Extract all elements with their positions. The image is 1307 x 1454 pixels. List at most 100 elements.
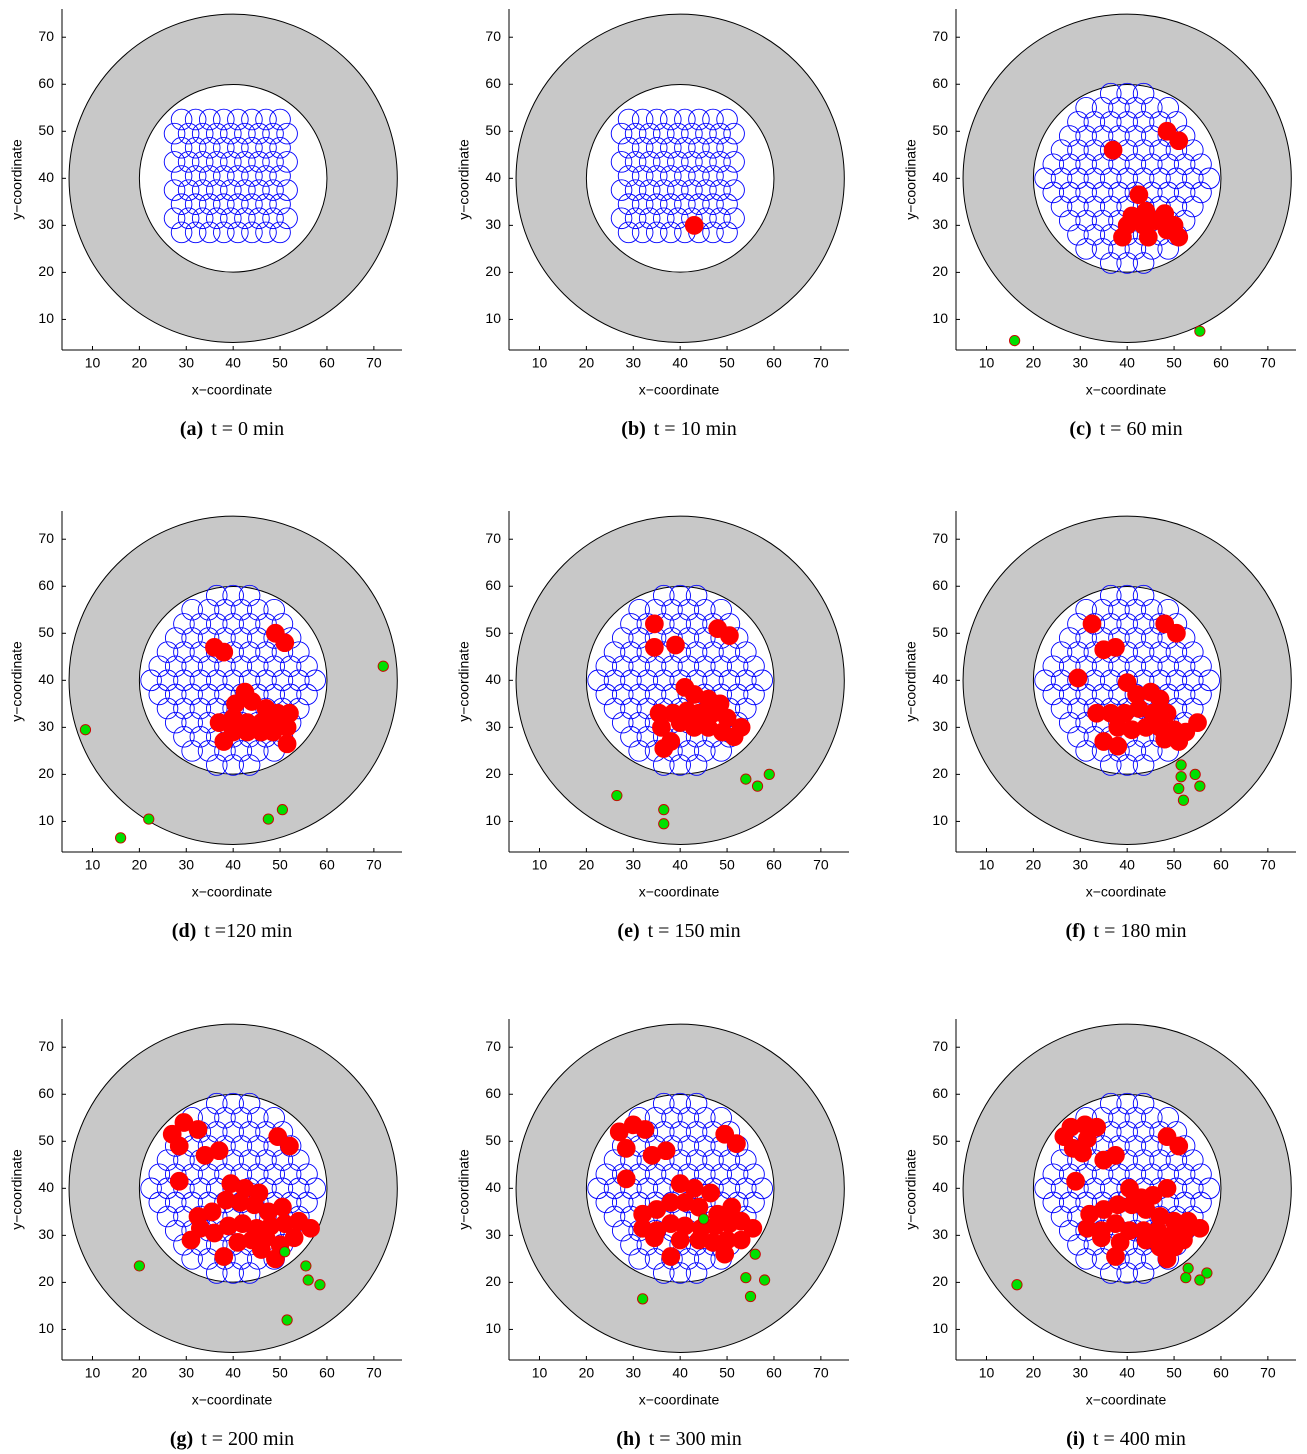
cell bbox=[1050, 167, 1073, 190]
y-tick-label: 70 bbox=[932, 530, 948, 546]
cell bbox=[1108, 181, 1130, 204]
x-tick-label: 60 bbox=[766, 857, 782, 873]
cell bbox=[304, 669, 327, 692]
y-tick-label: 50 bbox=[932, 122, 948, 138]
cell bbox=[1190, 1191, 1212, 1214]
cell bbox=[1141, 627, 1163, 649]
cell bbox=[620, 1233, 642, 1256]
cell bbox=[669, 1121, 691, 1143]
cell bbox=[1141, 1107, 1163, 1129]
cell bbox=[645, 165, 668, 187]
cell bbox=[638, 207, 661, 230]
cell bbox=[79, 724, 92, 736]
y-tick-label: 60 bbox=[932, 577, 948, 593]
x-tick-label: 10 bbox=[979, 355, 995, 371]
cell bbox=[262, 207, 284, 230]
y-tick-label: 70 bbox=[485, 28, 501, 44]
cell bbox=[1141, 97, 1163, 119]
cell bbox=[1106, 1146, 1125, 1165]
cell bbox=[1129, 185, 1149, 205]
cell bbox=[238, 613, 261, 635]
cell bbox=[695, 122, 717, 145]
cell bbox=[1124, 153, 1147, 175]
x-axis-label: x−coordinate bbox=[192, 382, 273, 398]
caption-text: t = 0 min bbox=[211, 418, 284, 440]
cell bbox=[1034, 167, 1056, 190]
cell bbox=[1157, 1178, 1177, 1198]
y-tick-label: 10 bbox=[38, 310, 54, 326]
cell bbox=[718, 669, 741, 692]
x-tick-label: 50 bbox=[272, 355, 288, 371]
cell bbox=[645, 1228, 664, 1248]
y-tick-label: 40 bbox=[932, 169, 948, 185]
cell bbox=[164, 683, 187, 706]
y-tick-label: 30 bbox=[932, 1226, 948, 1242]
cell bbox=[241, 221, 263, 244]
x-tick-label: 20 bbox=[132, 355, 148, 371]
panel: 10 20 30 40 50 60 70 10 20 30 40 50 60 70 x−coordinate… bbox=[903, 511, 1296, 942]
caption-label: (g) bbox=[170, 1428, 193, 1450]
x-tick-label: 70 bbox=[1260, 857, 1276, 873]
x-tick-label: 20 bbox=[1026, 355, 1042, 371]
cell bbox=[255, 641, 277, 663]
cell bbox=[723, 179, 745, 201]
cell bbox=[181, 740, 203, 762]
cell bbox=[695, 179, 717, 201]
cell bbox=[620, 641, 642, 663]
cell bbox=[1091, 683, 1114, 706]
cell bbox=[1099, 584, 1122, 607]
cell bbox=[603, 1205, 626, 1228]
cell bbox=[595, 683, 618, 706]
y-tick-label: 70 bbox=[38, 1038, 54, 1054]
cell bbox=[709, 207, 731, 230]
y-tick-label: 30 bbox=[485, 216, 501, 232]
y-tick-label: 10 bbox=[485, 310, 501, 326]
cell bbox=[1116, 252, 1138, 274]
cell bbox=[202, 1202, 222, 1222]
cell bbox=[763, 768, 775, 781]
cell bbox=[1165, 167, 1188, 190]
x-tick-label: 20 bbox=[579, 1365, 595, 1381]
caption-label: (c) bbox=[1069, 418, 1091, 440]
cell bbox=[263, 1163, 285, 1185]
cell bbox=[702, 165, 724, 187]
cell bbox=[255, 108, 277, 131]
cell bbox=[694, 1248, 716, 1270]
x-tick-label: 10 bbox=[85, 1365, 101, 1381]
cell bbox=[238, 1149, 261, 1171]
cell bbox=[740, 773, 752, 785]
cell bbox=[624, 122, 647, 145]
cell bbox=[222, 669, 244, 692]
cell bbox=[269, 136, 291, 159]
cell bbox=[1116, 584, 1138, 607]
caption: (b) t = 10 min bbox=[621, 418, 736, 440]
cell bbox=[610, 179, 633, 201]
cell bbox=[616, 1169, 636, 1189]
cell bbox=[660, 165, 682, 187]
cell bbox=[644, 1107, 667, 1129]
y-tick-label: 60 bbox=[485, 1085, 501, 1101]
cell bbox=[1173, 153, 1196, 175]
x-tick-label: 30 bbox=[625, 1365, 641, 1381]
cell bbox=[222, 1149, 244, 1171]
cell bbox=[164, 655, 187, 677]
cell bbox=[234, 122, 256, 145]
cell bbox=[735, 697, 757, 720]
cell bbox=[1092, 1228, 1111, 1248]
y-tick-label: 30 bbox=[38, 216, 54, 232]
panel: 10 20 30 40 50 60 70 10 20 30 40 50 60 70 x−coordinate… bbox=[9, 511, 402, 942]
x-tick-label: 10 bbox=[85, 857, 101, 873]
cell bbox=[143, 813, 155, 825]
cell bbox=[1149, 167, 1171, 190]
cell bbox=[1157, 220, 1177, 240]
cell bbox=[652, 151, 675, 173]
cell bbox=[241, 136, 263, 159]
cell bbox=[685, 1262, 708, 1284]
y-tick-label: 60 bbox=[38, 1085, 54, 1101]
cell bbox=[197, 740, 220, 762]
cell bbox=[177, 122, 200, 145]
y-tick-label: 50 bbox=[485, 122, 501, 138]
cell bbox=[1050, 641, 1073, 663]
cell bbox=[205, 179, 228, 201]
cell bbox=[238, 1092, 261, 1115]
